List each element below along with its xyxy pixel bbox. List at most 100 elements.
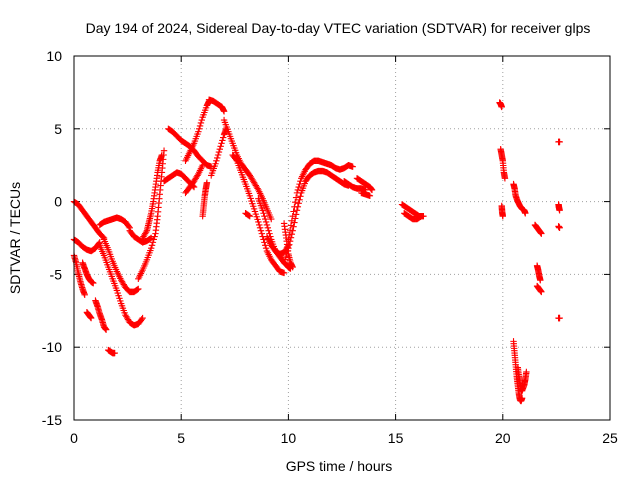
y-tick-label: -10 [42,339,62,355]
data-point [295,183,302,191]
grid [74,56,610,420]
data-point [289,212,296,220]
data-point [111,349,118,357]
data-point [556,224,563,232]
data-series [139,151,166,242]
data-point [134,286,141,293]
data-point [283,250,290,258]
data-point [288,217,296,225]
data-point [417,213,424,220]
data-point [199,162,206,169]
data-point [194,172,201,179]
data-point [366,192,374,199]
data-point [135,285,142,293]
axis-ticks: 0 5 10 15 20 25 -15 -10 -5 0 5 10 [42,48,618,446]
data-point [149,239,157,246]
data-series [70,198,108,242]
data-series [220,116,275,223]
data-series [340,178,369,194]
y-axis-label: SDTVAR / TECUs [7,182,23,294]
data-point [245,212,253,219]
data-point [292,198,299,206]
data-point [289,263,296,271]
data-point [142,228,150,236]
data-point [102,326,110,333]
data-point [138,316,145,323]
data-point [538,288,545,296]
data-point [255,218,262,226]
data-point [260,236,267,243]
data-point [294,186,302,194]
data-point [268,215,275,223]
data-point [246,212,254,220]
data-point [287,222,295,229]
data-point [220,134,227,141]
data-series [92,297,110,333]
data-point [90,279,97,287]
data-point [219,137,226,144]
data-point [518,394,526,402]
data-series [96,214,133,232]
data-series [533,282,545,296]
data-point [285,244,292,252]
data-point [125,223,133,230]
data-point [214,151,222,159]
data-point [501,175,509,182]
data-series [514,364,530,395]
data-point [81,291,88,298]
data-point [284,247,291,255]
y-tick-label: -15 [42,412,62,428]
data-series [242,210,254,220]
data-point [256,224,264,232]
data-series [400,210,425,223]
data-series [165,125,215,170]
x-tick-label: 25 [602,430,618,446]
data-point [292,194,300,201]
data-point [216,145,223,153]
data-points [70,96,563,405]
y-tick-label: -5 [50,266,63,282]
data-point [296,196,303,204]
data-point [286,231,293,238]
data-point [281,256,289,264]
data-point [148,242,156,249]
data-point [196,122,204,130]
data-point [160,147,168,154]
data-point [262,218,270,226]
data-point [261,239,268,246]
data-point [262,242,269,249]
data-series [498,202,506,220]
data-point [498,103,505,111]
data-point [418,212,425,220]
y-tick-label: 0 [54,194,62,210]
data-point [254,185,261,192]
data-point [523,368,530,376]
data-series [280,167,352,266]
data-series [496,99,505,111]
data-point [537,277,544,284]
data-point [261,212,268,220]
data-series [555,138,563,146]
data-point [198,116,205,124]
data-point [282,253,290,261]
x-tick-label: 15 [388,430,404,446]
data-point [232,156,240,163]
data-point [151,233,158,240]
data-point [538,230,545,237]
data-series [555,223,563,232]
data-point [265,227,272,234]
x-tick-label: 20 [495,430,511,446]
data-point [218,140,225,147]
data-series [105,346,118,357]
data-point [256,221,263,229]
chart-title: Day 194 of 2024, Sidereal Day-to-day VTE… [86,20,591,36]
plot-frame [73,55,611,421]
data-point [147,235,154,242]
data-point [215,148,223,156]
data-point [220,108,228,115]
data-point [522,210,529,217]
data-point [349,163,356,170]
data-point [139,314,146,322]
data-point [158,151,166,159]
data-series [205,96,228,115]
